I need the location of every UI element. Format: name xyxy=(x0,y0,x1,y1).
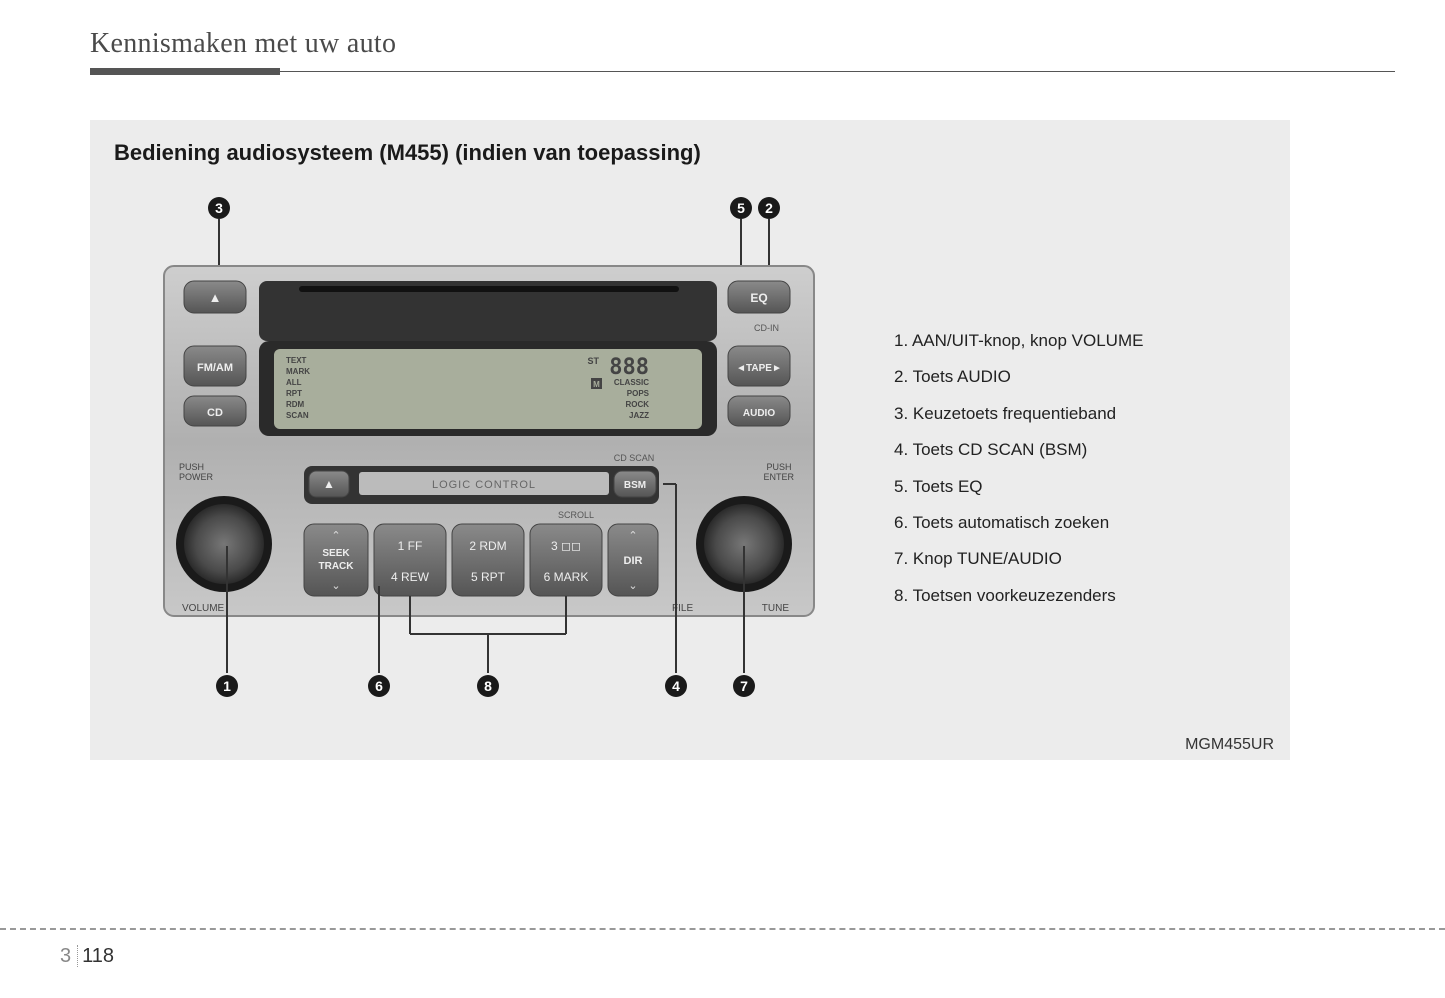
lcd-m: M xyxy=(593,380,600,389)
figure-panel: Bediening audiosysteem (M455) (indien va… xyxy=(90,120,1290,760)
legend-item: 2. Toets AUDIO xyxy=(894,367,1254,387)
lcd-pops: POPS xyxy=(627,389,650,398)
callout-7: 7 xyxy=(733,675,755,697)
volume-label: VOLUME xyxy=(182,603,225,614)
lcd-text-left: TEXT xyxy=(286,356,307,365)
page-section: 3 xyxy=(60,945,78,967)
header-rule-thin xyxy=(280,71,1395,72)
preset-5-label: 5 RPT xyxy=(471,570,506,584)
callout-4: 4 xyxy=(665,675,687,697)
legend-list: 1. AAN/UIT-knop, knop VOLUME 2. Toets AU… xyxy=(894,331,1254,622)
svg-text:⌄: ⌄ xyxy=(331,580,340,592)
dir-label: DIR xyxy=(624,555,643,567)
svg-text:3: 3 xyxy=(215,200,223,216)
content-area: 3 5 2 xyxy=(114,176,1266,736)
push-enter-label: PUSH ENTER xyxy=(763,462,794,482)
lcd-st: ST xyxy=(587,356,599,366)
svg-text:SEEK: SEEK xyxy=(322,548,350,559)
tape-eject-icon: ▲ xyxy=(323,477,335,491)
svg-text:TRACK: TRACK xyxy=(319,561,355,572)
eq-label: EQ xyxy=(750,291,767,305)
header-rule-thick xyxy=(90,68,280,75)
preset-1-label: 1 FF xyxy=(398,539,423,553)
cd-label: CD xyxy=(207,407,223,419)
legend-item: 6. Toets automatisch zoeken xyxy=(894,513,1254,533)
callout-1: 1 xyxy=(216,675,238,697)
footer-rule xyxy=(0,928,1445,930)
lcd-rpt: RPT xyxy=(286,389,302,398)
svg-text:⌃: ⌃ xyxy=(331,530,340,542)
svg-text:7: 7 xyxy=(740,678,748,694)
volume-knob xyxy=(184,504,264,584)
legend-item: 7. Knop TUNE/AUDIO xyxy=(894,549,1254,569)
fm-am-label: FM/AM xyxy=(197,362,233,374)
cd-slot xyxy=(299,286,679,292)
tape-label: ◄TAPE► xyxy=(736,363,782,374)
bsm-label: BSM xyxy=(624,480,646,491)
svg-text:8: 8 xyxy=(484,678,492,694)
lcd-freq: 888 xyxy=(609,355,649,380)
preset-1-4-button xyxy=(374,524,446,596)
preset-2-label: 2 RDM xyxy=(469,539,506,553)
svg-text:1: 1 xyxy=(223,678,231,694)
cd-in-label: CD-IN xyxy=(754,323,779,333)
logic-control-label: LOGIC CONTROL xyxy=(432,479,536,491)
preset-2-5-button xyxy=(452,524,524,596)
page-number: 3118 xyxy=(60,945,114,968)
radio-svg: 3 5 2 xyxy=(124,186,864,716)
panel-title: Bediening audiosysteem (M455) (indien va… xyxy=(114,140,1266,166)
lcd-rdm: RDM xyxy=(286,400,305,409)
legend-item: 4. Toets CD SCAN (BSM) xyxy=(894,440,1254,460)
eject-icon: ▲ xyxy=(209,290,222,305)
callout-8: 8 xyxy=(477,675,499,697)
lcd-rock: ROCK xyxy=(625,400,649,409)
scroll-label: SCROLL xyxy=(558,510,594,520)
lcd-scan: SCAN xyxy=(286,411,309,420)
page-header: Kennismaken met uw auto xyxy=(90,28,1395,60)
lcd-jazz: JAZZ xyxy=(629,411,649,420)
legend-item: 8. Toetsen voorkeuzezenders xyxy=(894,586,1254,606)
preset-4-label: 4 REW xyxy=(391,570,430,584)
callout-6: 6 xyxy=(368,675,390,697)
lcd-mark: MARK xyxy=(286,367,310,376)
cd-scan-label: CD SCAN xyxy=(614,453,655,463)
page-header-title: Kennismaken met uw auto xyxy=(90,28,1395,60)
radio-figure: 3 5 2 xyxy=(124,186,864,716)
svg-text:4: 4 xyxy=(672,678,680,694)
svg-text:⌄: ⌄ xyxy=(628,580,637,592)
svg-text:2: 2 xyxy=(765,200,773,216)
svg-text:⌃: ⌃ xyxy=(628,530,637,542)
preset-3-6-button xyxy=(530,524,602,596)
tune-label: TUNE xyxy=(762,603,790,614)
lcd-all: ALL xyxy=(286,378,302,387)
preset-3-label: 3 ◻◻ xyxy=(551,539,581,553)
figure-code: MGM455UR xyxy=(1185,736,1274,754)
legend-item: 3. Keuzetoets frequentieband xyxy=(894,404,1254,424)
svg-text:6: 6 xyxy=(375,678,383,694)
audio-label: AUDIO xyxy=(743,408,775,419)
page-num: 118 xyxy=(82,945,114,967)
svg-text:5: 5 xyxy=(737,200,745,216)
legend-item: 1. AAN/UIT-knop, knop VOLUME xyxy=(894,331,1254,351)
legend-item: 5. Toets EQ xyxy=(894,477,1254,497)
preset-6-label: 6 MARK xyxy=(544,570,589,584)
